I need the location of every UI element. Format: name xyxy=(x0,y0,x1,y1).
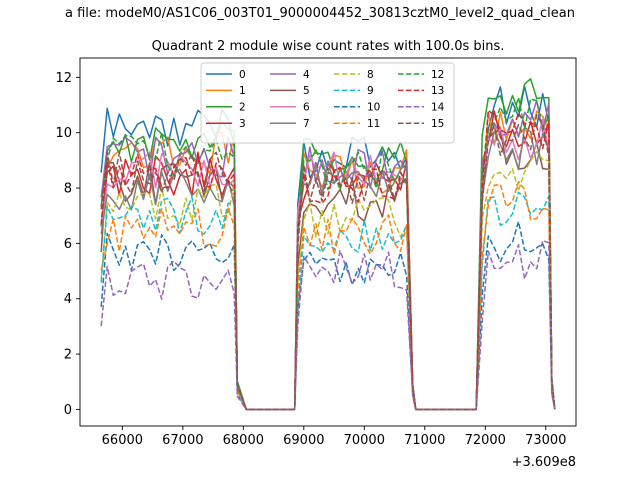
legend-box xyxy=(200,62,455,144)
series-line-14 xyxy=(100,239,556,411)
legend-label-9: 9 xyxy=(367,85,374,97)
figure-suptitle: a file: modeM0/AS1C06_003T01_9000004452_… xyxy=(65,6,575,21)
legend-label-15: 15 xyxy=(431,118,444,130)
axes-frame xyxy=(79,57,577,427)
legend-label-12: 12 xyxy=(431,69,444,81)
y-tick-label: 10 xyxy=(55,126,72,141)
x-tick-label: 73000 xyxy=(525,433,566,448)
legend-label-11: 11 xyxy=(367,118,380,130)
series-line-15 xyxy=(100,114,556,411)
y-axis: 0 2 4 6 8 10 12 xyxy=(55,71,80,418)
legend-label-4: 4 xyxy=(303,69,310,81)
series-line-3 xyxy=(100,110,556,411)
x-tick-label: 67000 xyxy=(162,433,203,448)
y-tick-label: 0 xyxy=(64,403,72,418)
y-tick-label: 6 xyxy=(64,237,72,252)
legend-label-14: 14 xyxy=(431,102,445,114)
legend-label-8: 8 xyxy=(367,69,374,81)
legend-label-2: 2 xyxy=(239,102,246,114)
x-axis: 66000 67000 68000 69000 70000 71000 72000 73000 xyxy=(102,426,566,448)
x-tick-label: 68000 xyxy=(223,433,264,448)
x-tick-label: 70000 xyxy=(344,433,385,448)
plot-lines xyxy=(100,78,556,411)
series-line-2 xyxy=(100,78,556,411)
x-offset-label: +3.609e8 xyxy=(512,455,576,470)
x-tick-label: 71000 xyxy=(404,433,445,448)
legend-label-5: 5 xyxy=(303,85,310,97)
series-line-8 xyxy=(100,150,556,411)
legend-label-10: 10 xyxy=(367,102,380,114)
y-tick-label: 12 xyxy=(55,71,72,86)
y-tick-label: 2 xyxy=(64,348,72,363)
series-line-11 xyxy=(100,180,556,411)
chart-title: Quadrant 2 module wise count rates with … xyxy=(152,39,505,54)
series-line-10 xyxy=(100,220,556,411)
legend-label-0: 0 xyxy=(239,69,246,81)
legend-label-3: 3 xyxy=(239,118,246,130)
series-line-9 xyxy=(100,191,556,411)
legend-label-6: 6 xyxy=(303,102,310,114)
x-tick-label: 72000 xyxy=(465,433,506,448)
y-tick-label: 8 xyxy=(64,182,72,197)
legend-label-7: 7 xyxy=(303,118,310,130)
x-tick-label: 69000 xyxy=(283,433,324,448)
y-tick-label: 4 xyxy=(64,292,72,307)
x-tick-label: 66000 xyxy=(102,433,143,448)
legend-label-13: 13 xyxy=(431,85,444,97)
legend-label-1: 1 xyxy=(239,85,246,97)
